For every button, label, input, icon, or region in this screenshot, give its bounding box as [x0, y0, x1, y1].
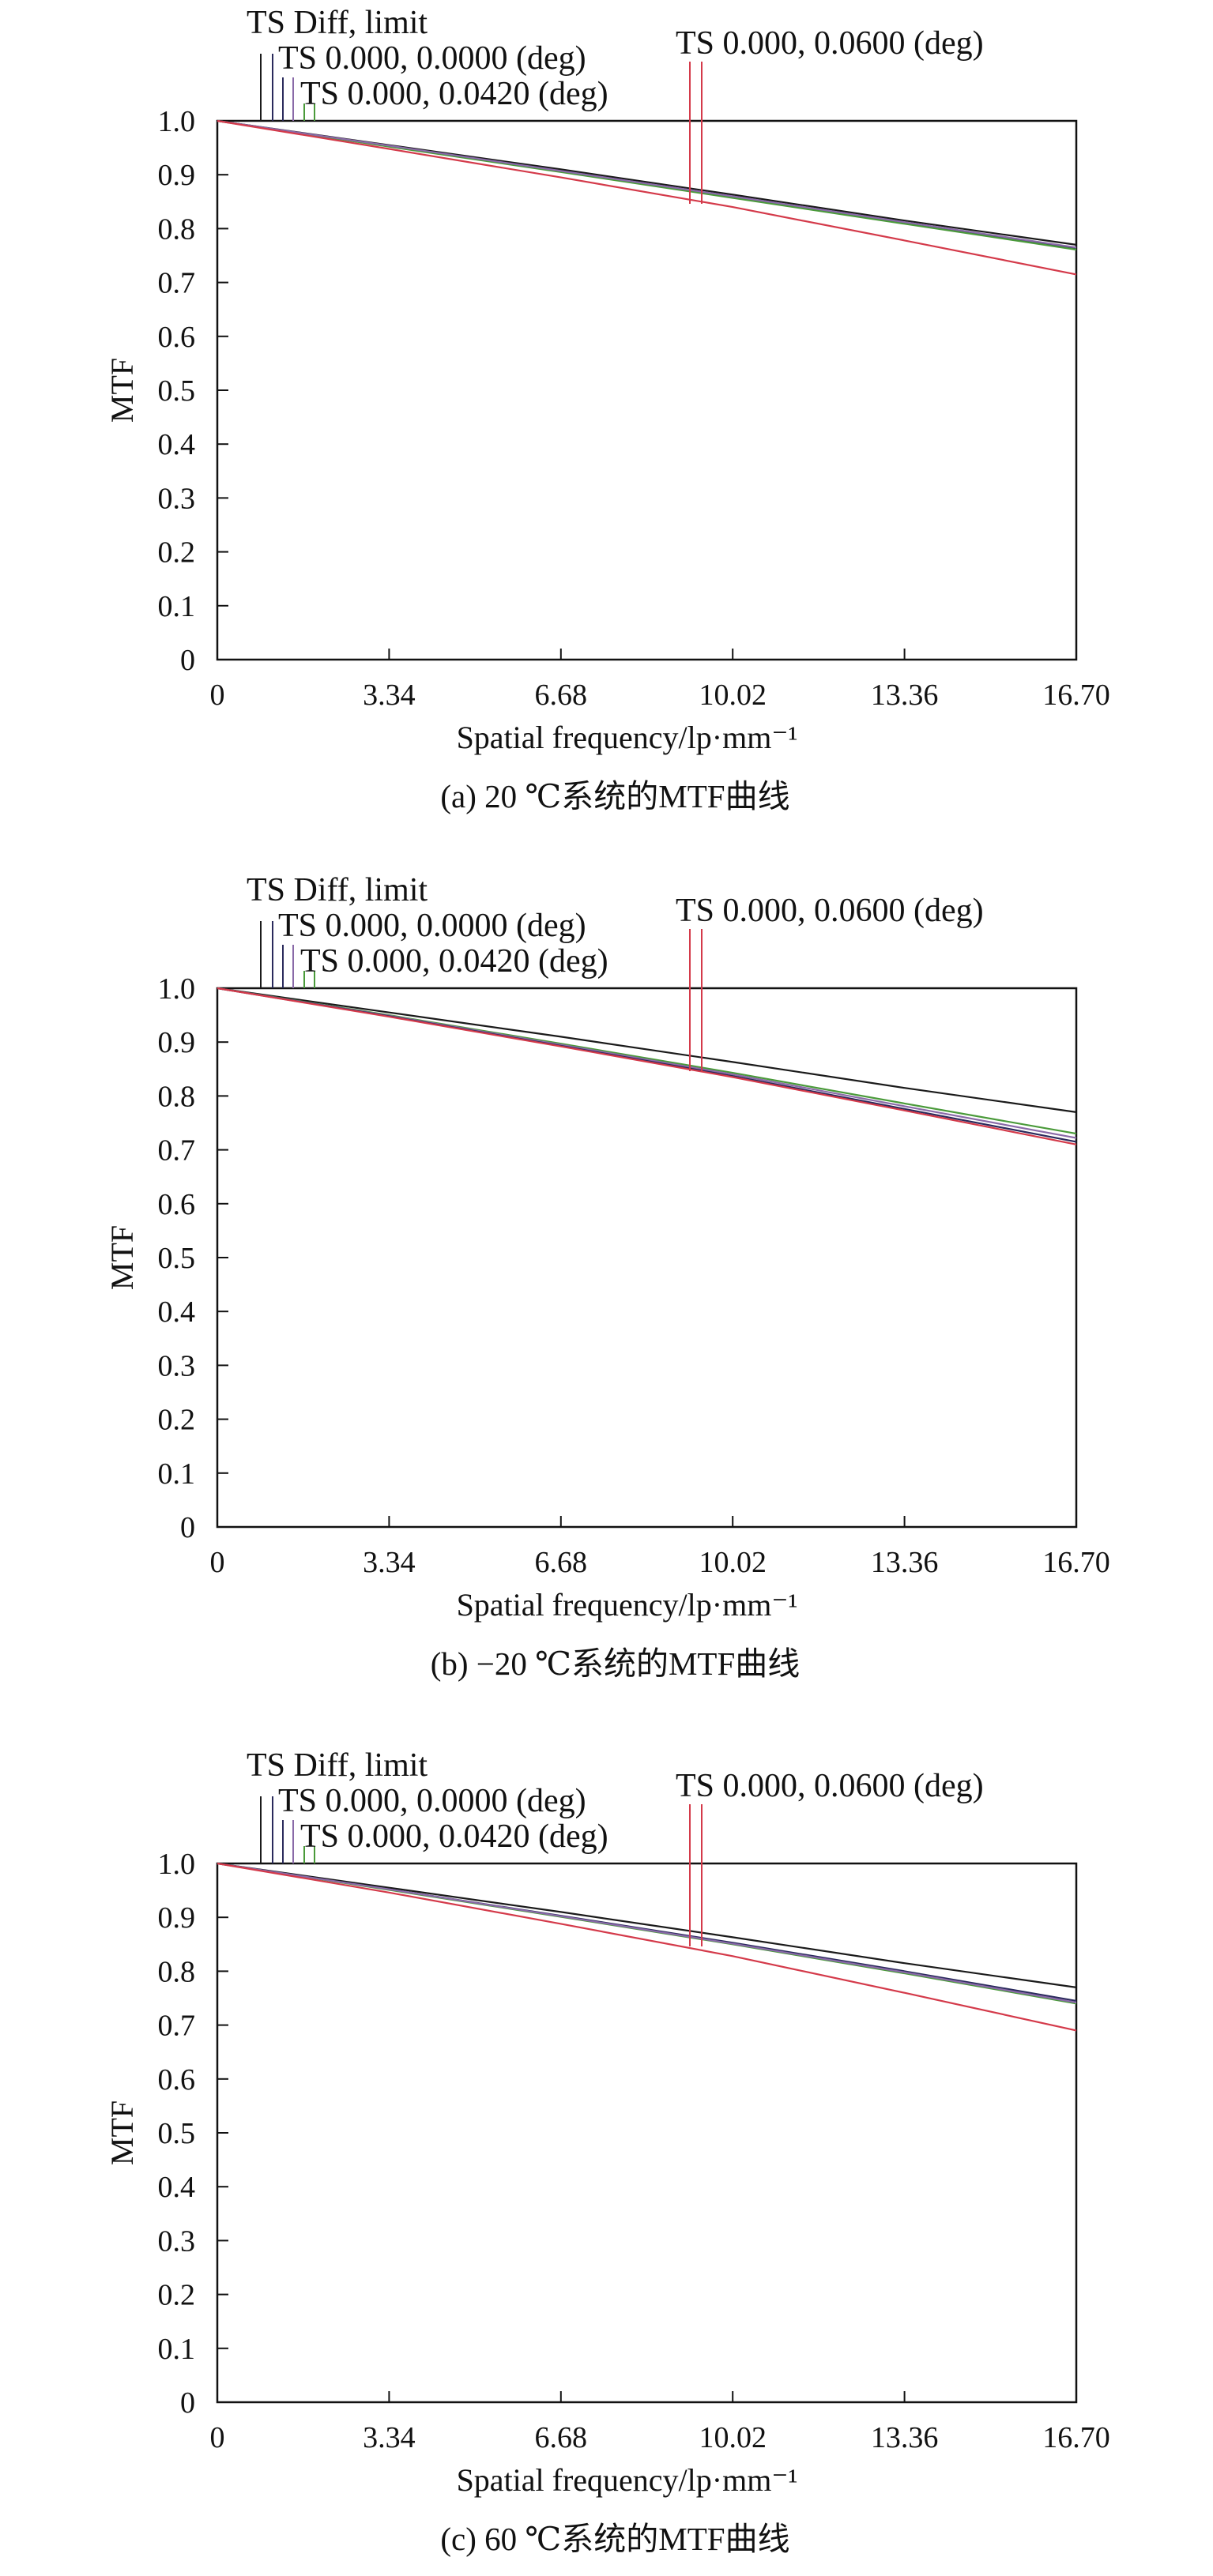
- series-line-4: [217, 1862, 1077, 2004]
- x-tick-label: 10.02: [699, 2421, 767, 2454]
- y-tick-label: 1.0: [158, 1848, 196, 1881]
- y-tick-label: 0.9: [158, 1026, 196, 1059]
- mtf-chart-panel-1: 0 0.1 0.2 0.3 0.4 0.5 0.6 0.7 0.8 0.9 1.0 0 3.34 6.68…: [104, 5, 1110, 814]
- y-axis-label: MTF: [104, 2100, 140, 2165]
- x-tick-label: 10.02: [699, 679, 767, 712]
- series-line-4: [217, 119, 1077, 249]
- x-tick-label: 16.70: [1042, 1546, 1110, 1579]
- x-axis-label: Spatial frequency/lp·mm⁻¹: [457, 1587, 798, 1623]
- y-tick-label: 0.6: [158, 1188, 196, 1221]
- series-line-1: [217, 1862, 1077, 1988]
- legend-entry: TS 0.000, 0.0000 (deg): [278, 40, 586, 77]
- y-tick-label: 0.2: [158, 2279, 196, 2312]
- legend-entry: TS 0.000, 0.0600 (deg): [676, 1768, 984, 1804]
- y-tick-label: 0: [180, 2386, 195, 2420]
- series-line-5: [217, 119, 1077, 276]
- plot-frame: [216, 119, 1078, 661]
- legend-entry: TS Diff, limit: [247, 872, 428, 908]
- x-tick-label: 10.02: [699, 1546, 767, 1579]
- panel-caption: (b) −20 ℃系统的MTF曲线: [431, 1645, 801, 1682]
- y-tick-label: 0.4: [158, 428, 196, 461]
- x-axis-label: Spatial frequency/lp·mm⁻¹: [457, 720, 798, 755]
- mtf-chart-panel-3: 0 0.1 0.2 0.3 0.4 0.5 0.6 0.7 0.8 0.9 1.0 0 3.34 6.68…: [104, 1747, 1110, 2557]
- y-tick-label: 0.4: [158, 2171, 196, 2204]
- series-line-1: [217, 987, 1077, 1113]
- y-tick-label: 1.0: [158, 972, 196, 1006]
- y-tick-label: 0.5: [158, 1242, 196, 1275]
- x-tick-label: 3.34: [363, 1546, 416, 1579]
- mtf-chart-panel-2: 0 0.1 0.2 0.3 0.4 0.5 0.6 0.7 0.8 0.9 1.0 0 3.34 6.68…: [104, 872, 1110, 1682]
- plot-frame: [216, 987, 1078, 1529]
- y-tick-label: 0.6: [158, 2063, 196, 2097]
- x-tick-label: 13.36: [871, 2421, 939, 2454]
- y-tick-label: 0.2: [158, 536, 196, 570]
- x-tick-label: 13.36: [871, 679, 939, 712]
- legend-entry: TS 0.000, 0.0420 (deg): [300, 76, 608, 112]
- x-tick-label: 16.70: [1042, 2421, 1110, 2454]
- y-tick-label: 0.3: [158, 1349, 196, 1382]
- y-tick-label: 0.7: [158, 2010, 196, 2043]
- x-tick-label: 6.68: [535, 2421, 588, 2454]
- x-tick-label: 0: [210, 2421, 225, 2454]
- x-tick-label: 3.34: [363, 679, 416, 712]
- x-tick-label: 16.70: [1042, 679, 1110, 712]
- legend-entry: TS 0.000, 0.0000 (deg): [278, 1783, 586, 1819]
- series-line-5: [217, 1862, 1077, 2032]
- panel-caption: (c) 60 ℃系统的MTF曲线: [440, 2521, 789, 2557]
- plot-frame: [216, 1862, 1078, 2404]
- x-tick-label: 3.34: [363, 2421, 416, 2454]
- y-tick-label: 0.8: [158, 212, 196, 246]
- y-tick-label: 0.9: [158, 159, 196, 192]
- y-tick-label: 0.2: [158, 1404, 196, 1437]
- panel-caption: (a) 20 ℃系统的MTF曲线: [440, 778, 789, 814]
- x-axis-label: Spatial frequency/lp·mm⁻¹: [457, 2462, 798, 2498]
- legend-entry: TS 0.000, 0.0420 (deg): [300, 1818, 608, 1855]
- legend-entry: TS Diff, limit: [247, 5, 428, 41]
- y-tick-label: 0.1: [158, 2333, 196, 2366]
- y-tick-label: 0.7: [158, 267, 196, 300]
- legend-entry: TS 0.000, 0.0600 (deg): [676, 893, 984, 929]
- series-line-3: [217, 987, 1077, 1139]
- y-tick-label: 0.5: [158, 2117, 196, 2150]
- x-tick-label: 13.36: [871, 1546, 939, 1579]
- y-axis-label: MTF: [104, 1225, 140, 1290]
- y-tick-label: 0.1: [158, 1457, 196, 1491]
- series-line-5: [217, 987, 1077, 1145]
- y-tick-label: 0.7: [158, 1134, 196, 1168]
- y-tick-label: 0: [180, 1511, 195, 1544]
- x-tick-label: 0: [210, 1546, 225, 1579]
- y-tick-label: 0: [180, 644, 195, 677]
- y-tick-label: 0.4: [158, 1296, 196, 1329]
- x-tick-label: 0: [210, 679, 225, 712]
- y-tick-label: 0.8: [158, 1080, 196, 1113]
- x-tick-label: 6.68: [535, 679, 588, 712]
- y-tick-label: 0.6: [158, 321, 196, 354]
- y-tick-label: 0.3: [158, 2224, 196, 2258]
- y-tick-label: 1.0: [158, 105, 196, 138]
- y-tick-label: 0.9: [158, 1901, 196, 1935]
- legend-entry: TS 0.000, 0.0000 (deg): [278, 908, 586, 944]
- y-tick-label: 0.5: [158, 374, 196, 408]
- y-tick-label: 0.3: [158, 482, 196, 515]
- legend-entry: TS 0.000, 0.0600 (deg): [676, 25, 984, 62]
- y-tick-label: 0.1: [158, 590, 196, 623]
- y-axis-label: MTF: [104, 358, 140, 423]
- y-tick-label: 0.8: [158, 1955, 196, 1988]
- legend-entry: TS Diff, limit: [247, 1747, 428, 1784]
- legend-entry: TS 0.000, 0.0420 (deg): [300, 943, 608, 980]
- x-tick-label: 6.68: [535, 1546, 588, 1579]
